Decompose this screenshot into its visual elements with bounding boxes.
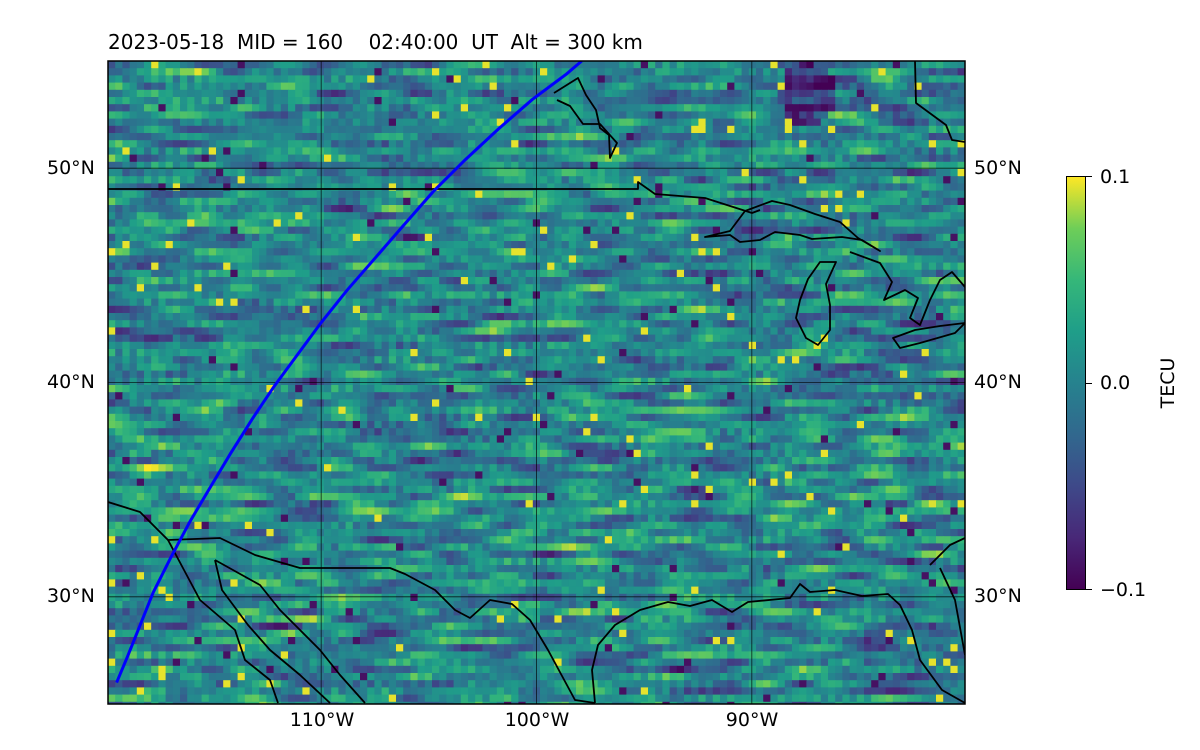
lake-michigan — [795, 261, 837, 346]
colorbar-title: TECU — [1157, 357, 1179, 409]
lat-label-40-right: 40°N — [974, 371, 1022, 393]
colorbar — [1066, 176, 1086, 590]
lon-label-100: 100°W — [504, 709, 570, 731]
map-frame — [107, 60, 966, 705]
hudson-bay-coast — [553, 77, 618, 159]
colorbar-label-max: 0.1 — [1100, 166, 1131, 188]
lake-huron — [849, 251, 965, 326]
coastlines — [108, 61, 965, 704]
satellite-track — [115, 61, 583, 684]
lat-label-50-left: 50°N — [47, 157, 95, 179]
lake-erie — [892, 322, 965, 349]
lat-label-50-right: 50°N — [974, 157, 1022, 179]
colorbar-tick-zero — [1086, 383, 1092, 384]
gulf-coast — [591, 583, 965, 704]
colorbar-tick-max — [1086, 176, 1092, 177]
us-canada-border — [108, 181, 761, 214]
colorbar-tick-min — [1086, 589, 1092, 590]
mexico-border — [108, 501, 596, 704]
lon-label-90: 90°W — [725, 709, 779, 731]
lon-label-110: 110°W — [289, 709, 355, 731]
northeast-coast — [914, 61, 965, 143]
lake-superior — [704, 200, 881, 252]
lat-label-40-left: 40°N — [47, 371, 95, 393]
florida-coast — [929, 537, 965, 656]
lat-label-30-right: 30°N — [974, 585, 1022, 607]
plot-title: 2023-05-18 MID = 160 02:40:00 UT Alt = 3… — [108, 30, 643, 54]
baja-peninsula — [167, 539, 366, 704]
gridlines — [108, 61, 965, 704]
colorbar-label-zero: 0.0 — [1100, 372, 1131, 394]
lat-label-30-left: 30°N — [47, 585, 95, 607]
tec-heatmap — [108, 61, 965, 704]
colorbar-label-min: −0.1 — [1100, 579, 1147, 601]
